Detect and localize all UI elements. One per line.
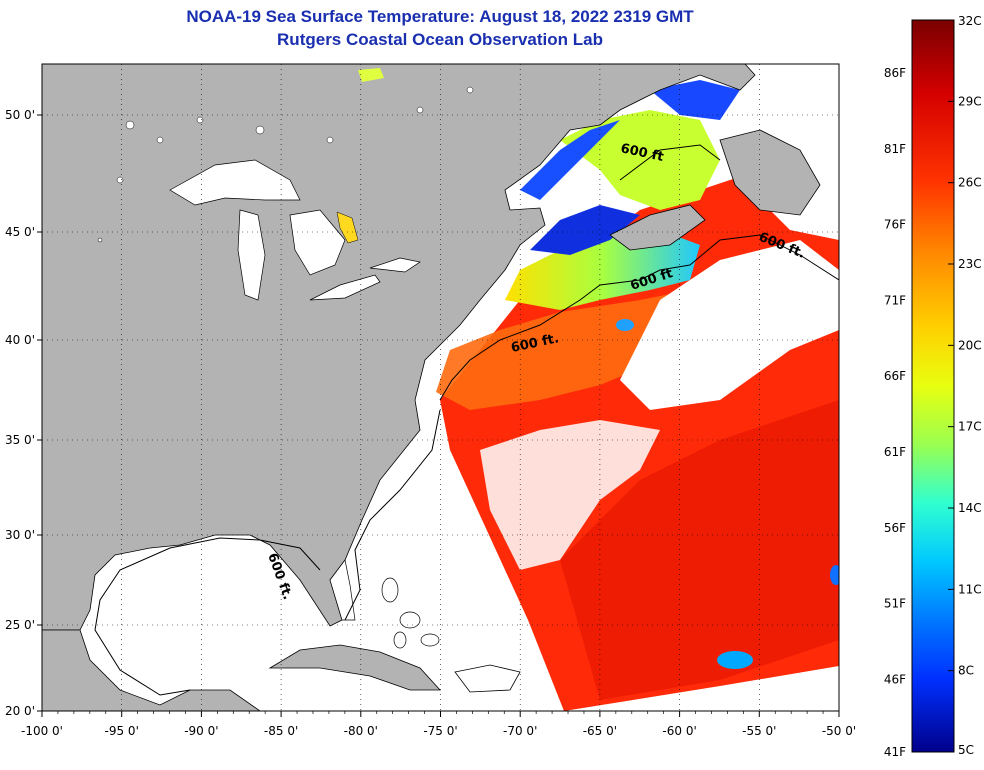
lon-tick-label: -100 0' bbox=[21, 724, 63, 738]
land-cuba bbox=[268, 644, 441, 691]
colorbar-celsius-label: 32C bbox=[958, 14, 982, 28]
colorbar-celsius-label: 20C bbox=[958, 338, 982, 352]
northern-lakes bbox=[97, 86, 474, 243]
sst-cold-eddy bbox=[830, 565, 839, 585]
colorbar-celsius-label: 29C bbox=[958, 94, 982, 108]
lon-tick-label: -65 0' bbox=[583, 724, 617, 738]
colorbar-celsius-label: 11C bbox=[958, 582, 982, 596]
colorbar-celsius-label: 26C bbox=[958, 176, 982, 190]
land-newfoundland bbox=[719, 129, 821, 216]
sst-cold-eddy bbox=[616, 319, 634, 331]
colorbar-fahrenheit-label: 71F bbox=[884, 293, 906, 307]
colorbar-fahrenheit-label: 56F bbox=[884, 521, 906, 535]
lon-tick-label: -75 0' bbox=[423, 724, 457, 738]
land-nova-scotia bbox=[609, 204, 706, 251]
lake-michigan bbox=[237, 209, 266, 301]
colorbar-fahrenheit-label: 41F bbox=[884, 745, 906, 759]
lake-erie bbox=[309, 274, 381, 301]
sst-cold-water bbox=[650, 80, 740, 120]
sst-cold-eddy bbox=[717, 651, 753, 669]
map-title: NOAA-19 Sea Surface Temperature: August … bbox=[186, 7, 694, 26]
colorbar-celsius-label: 14C bbox=[958, 501, 982, 515]
sst-cold-water bbox=[530, 205, 640, 255]
longitude-axis: -100 0' -95 0' -90 0' -85 0' -80 0' -75 0' -70… bbox=[21, 711, 856, 738]
lon-tick-label: -70 0' bbox=[503, 724, 537, 738]
lon-tick-label: -60 0' bbox=[662, 724, 696, 738]
colorbar bbox=[911, 19, 955, 753]
cloud-patch bbox=[620, 240, 839, 410]
lat-tick-label: 40 0' bbox=[5, 333, 35, 347]
land-hispaniola bbox=[454, 664, 521, 693]
colorbar-fahrenheit-label: 86F bbox=[884, 66, 906, 80]
colorbar-fahrenheit-label: 76F bbox=[884, 218, 906, 232]
map-subtitle: Rutgers Coastal Ocean Observation Lab bbox=[277, 30, 603, 49]
colorbar-fahrenheit-label: 66F bbox=[884, 369, 906, 383]
lon-tick-label: -50 0' bbox=[822, 724, 856, 738]
colorbar-celsius-label: 5C bbox=[958, 743, 974, 757]
lon-tick-label: -95 0' bbox=[105, 724, 139, 738]
lat-tick-label: 45 0' bbox=[5, 225, 35, 239]
lon-tick-label: -85 0' bbox=[264, 724, 298, 738]
lake-nipigon-yellow bbox=[336, 211, 359, 244]
colorbar-celsius-label: 17C bbox=[958, 420, 982, 434]
lat-tick-label: 25 0' bbox=[5, 618, 35, 632]
sst-shelf-water bbox=[505, 230, 700, 310]
colorbar-celsius-label: 8C bbox=[958, 664, 974, 678]
colorbar-fahrenheit-label: 81F bbox=[884, 142, 906, 156]
colorbar-labels: 32C 29C 26C 23C 20C 17C 14C 11C 8C 5C 86F 81F 76F 71F… bbox=[884, 14, 982, 759]
sst-cold-water bbox=[520, 120, 620, 200]
sst-hot-core bbox=[560, 400, 839, 700]
colorbar-fahrenheit-label: 61F bbox=[884, 445, 906, 459]
lake-superior bbox=[169, 159, 301, 206]
colorbar-celsius-label: 23C bbox=[958, 257, 982, 271]
isobath-600ft bbox=[94, 144, 839, 696]
lat-tick-label: 30 0' bbox=[5, 528, 35, 542]
lat-tick-label: 50 0' bbox=[5, 108, 35, 122]
lon-tick-label: -55 0' bbox=[742, 724, 776, 738]
land-mexico bbox=[42, 629, 261, 711]
colorbar-fahrenheit-label: 46F bbox=[884, 672, 906, 686]
lake-huron bbox=[289, 209, 346, 276]
florida-shelf bbox=[329, 559, 356, 621]
lake-ontario bbox=[369, 257, 421, 273]
colorbar-fahrenheit-label: 51F bbox=[884, 597, 906, 611]
lat-tick-label: 20 0' bbox=[5, 704, 35, 718]
lon-tick-label: -80 0' bbox=[344, 724, 378, 738]
cloud-patch bbox=[480, 420, 660, 570]
lon-tick-label: -90 0' bbox=[184, 724, 218, 738]
bahamas-islands bbox=[381, 577, 440, 649]
hudson-bay-patch bbox=[358, 68, 384, 82]
land-north-america bbox=[42, 64, 756, 631]
lat-tick-label: 35 0' bbox=[5, 433, 35, 447]
latitude-axis: 50 0' 45 0' 40 0' 35 0' 30 0' 25 0' 20 0' bbox=[5, 108, 42, 718]
